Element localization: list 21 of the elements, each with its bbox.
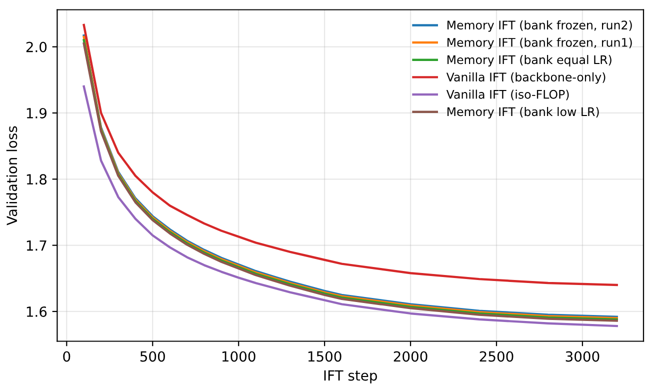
x-tick-label: 500 bbox=[140, 351, 165, 362]
legend-label: Memory IFT (bank frozen, run2) bbox=[447, 20, 632, 32]
y-axis-title: Validation loss bbox=[6, 126, 18, 226]
y-tick-label: 1.8 bbox=[26, 174, 47, 185]
x-axis-title: IFT step bbox=[324, 370, 377, 384]
y-tick-label: 1.6 bbox=[26, 306, 47, 317]
legend-label: Vanilla IFT (iso-FLOP) bbox=[446, 90, 569, 100]
legend-label: Memory IFT (bank frozen, run1) bbox=[447, 38, 632, 50]
y-tick-label: 1.9 bbox=[26, 108, 46, 118]
legend-label: Memory IFT (bank equal LR) bbox=[447, 55, 612, 66]
y-tick-label: 2.0 bbox=[26, 42, 47, 52]
x-tick-label: 1500 bbox=[308, 351, 342, 362]
legend-label: Vanilla IFT (backbone-only) bbox=[446, 72, 606, 84]
y-tick-label: 1.7 bbox=[26, 240, 46, 251]
x-tick-label: 3000 bbox=[566, 351, 600, 362]
line-series bbox=[82, 85, 618, 328]
x-tick-label: 2000 bbox=[394, 351, 428, 362]
x-tick-label: 2500 bbox=[480, 351, 514, 362]
x-tick-label: 1000 bbox=[222, 351, 256, 362]
x-tick-label: 0 bbox=[63, 351, 70, 362]
legend-label: Memory IFT (bank low LR) bbox=[447, 107, 599, 118]
